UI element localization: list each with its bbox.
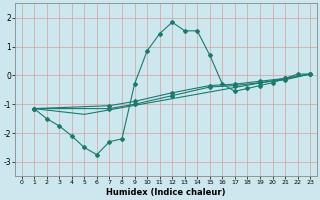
X-axis label: Humidex (Indice chaleur): Humidex (Indice chaleur) (106, 188, 226, 197)
